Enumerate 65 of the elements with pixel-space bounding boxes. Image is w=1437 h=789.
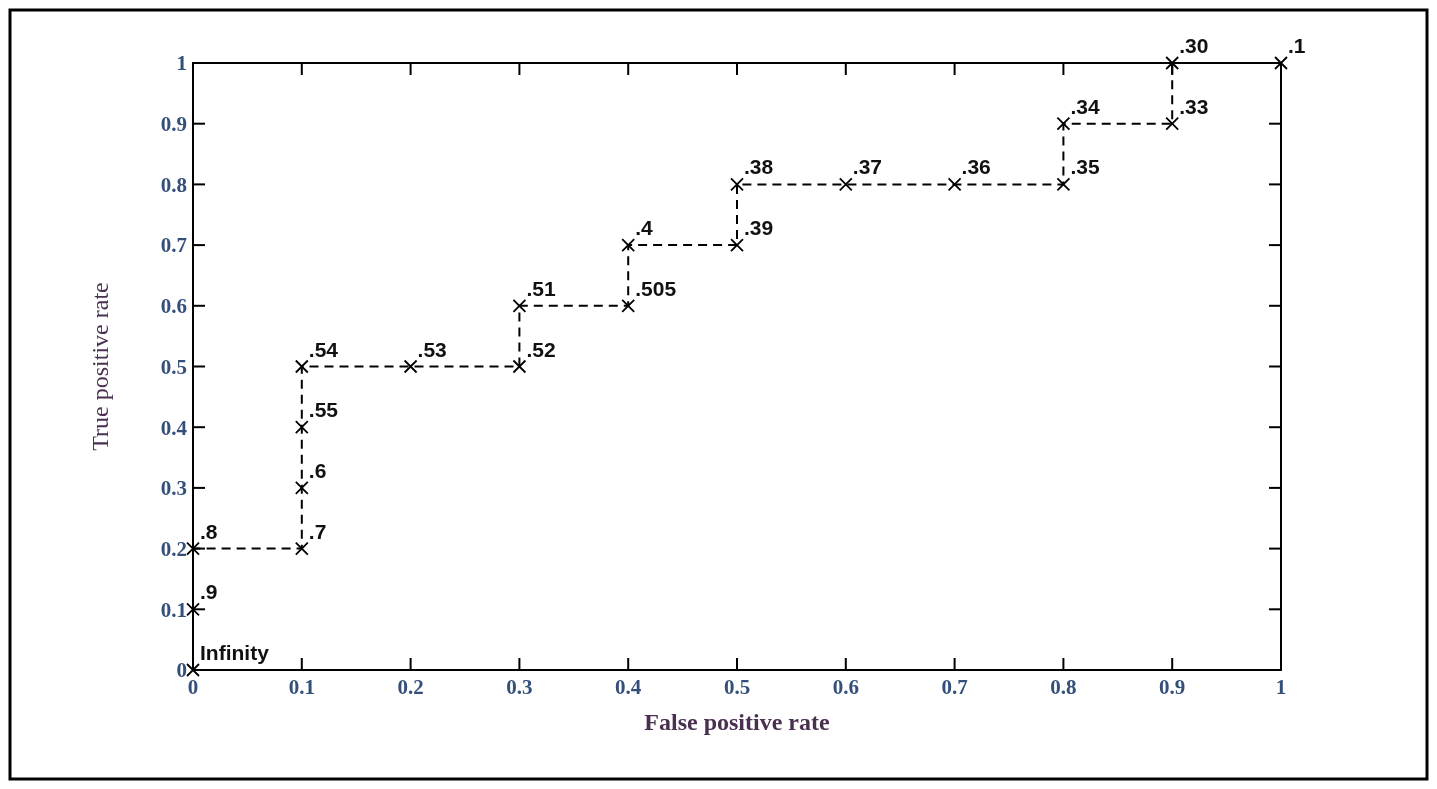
x-tick-label: 0.3 <box>506 675 533 699</box>
y-axis-title: True positive rate <box>87 282 113 451</box>
annotation: .54 <box>308 337 339 361</box>
point <box>186 663 200 677</box>
x-tick-label: 0.2 <box>397 675 424 699</box>
y-tick-label: 0.7 <box>160 233 187 258</box>
point <box>730 238 744 252</box>
x-tick-label: 0.4 <box>615 675 642 699</box>
y-tick-label: 0 <box>176 658 187 683</box>
annotation: .34 <box>1070 94 1100 118</box>
point <box>1165 116 1180 131</box>
x-tick-label: 0.9 <box>1159 675 1186 699</box>
x-tick-label: 1 <box>1275 675 1287 699</box>
annotation: .55 <box>308 398 339 422</box>
point <box>403 359 418 374</box>
annotation: .505 <box>635 276 677 300</box>
annotation: .7 <box>308 519 327 543</box>
point <box>1165 56 1180 70</box>
point <box>186 541 200 556</box>
annotation: .1 <box>1288 34 1306 57</box>
x-tick-label: 0.6 <box>832 675 859 699</box>
annotation: .4 <box>635 216 654 240</box>
x-tick-label: 0.7 <box>941 675 968 699</box>
point <box>947 177 962 192</box>
point <box>1056 116 1071 131</box>
point <box>730 177 744 192</box>
annotation: .51 <box>526 276 556 300</box>
y-tick-label: 0.4 <box>160 415 188 440</box>
point <box>1056 177 1071 192</box>
annotation: .38 <box>744 155 774 179</box>
annotation: .9 <box>200 580 218 604</box>
point <box>294 481 309 495</box>
y-tick-label: 0.5 <box>160 354 187 379</box>
annotation: .33 <box>1179 94 1209 118</box>
annotation: .30 <box>1179 34 1209 57</box>
annotation: .35 <box>1070 155 1100 179</box>
annotation: .6 <box>308 458 327 482</box>
annotation: .8 <box>200 519 218 543</box>
annotation: .39 <box>744 216 774 240</box>
y-tick-label: 1 <box>176 51 187 76</box>
annotation: .52 <box>526 337 556 361</box>
annotation: .53 <box>417 337 447 361</box>
point <box>294 541 309 556</box>
annotation: .36 <box>961 155 991 179</box>
point <box>294 420 309 435</box>
point <box>621 298 636 313</box>
y-tick-label: 0.8 <box>160 172 187 197</box>
annotation: Infinity <box>200 641 270 664</box>
x-tick-label: 0.8 <box>1050 675 1077 699</box>
y-tick-label: 0.6 <box>160 294 187 319</box>
x-tick-label: 0.1 <box>288 675 315 699</box>
y-tick-label: 0.1 <box>160 597 187 622</box>
point <box>1274 56 1288 70</box>
point <box>512 359 527 374</box>
x-tick-label: 0.5 <box>723 675 751 699</box>
x-axis-title: False positive rate <box>644 709 830 735</box>
point <box>621 238 636 252</box>
y-tick-label: 0.3 <box>160 476 187 501</box>
point <box>838 177 853 192</box>
y-tick-label: 0.2 <box>160 536 187 561</box>
point <box>512 298 527 313</box>
point <box>186 602 200 617</box>
point <box>294 359 309 374</box>
y-tick-label: 0.9 <box>160 112 187 137</box>
annotation: .37 <box>852 155 882 179</box>
